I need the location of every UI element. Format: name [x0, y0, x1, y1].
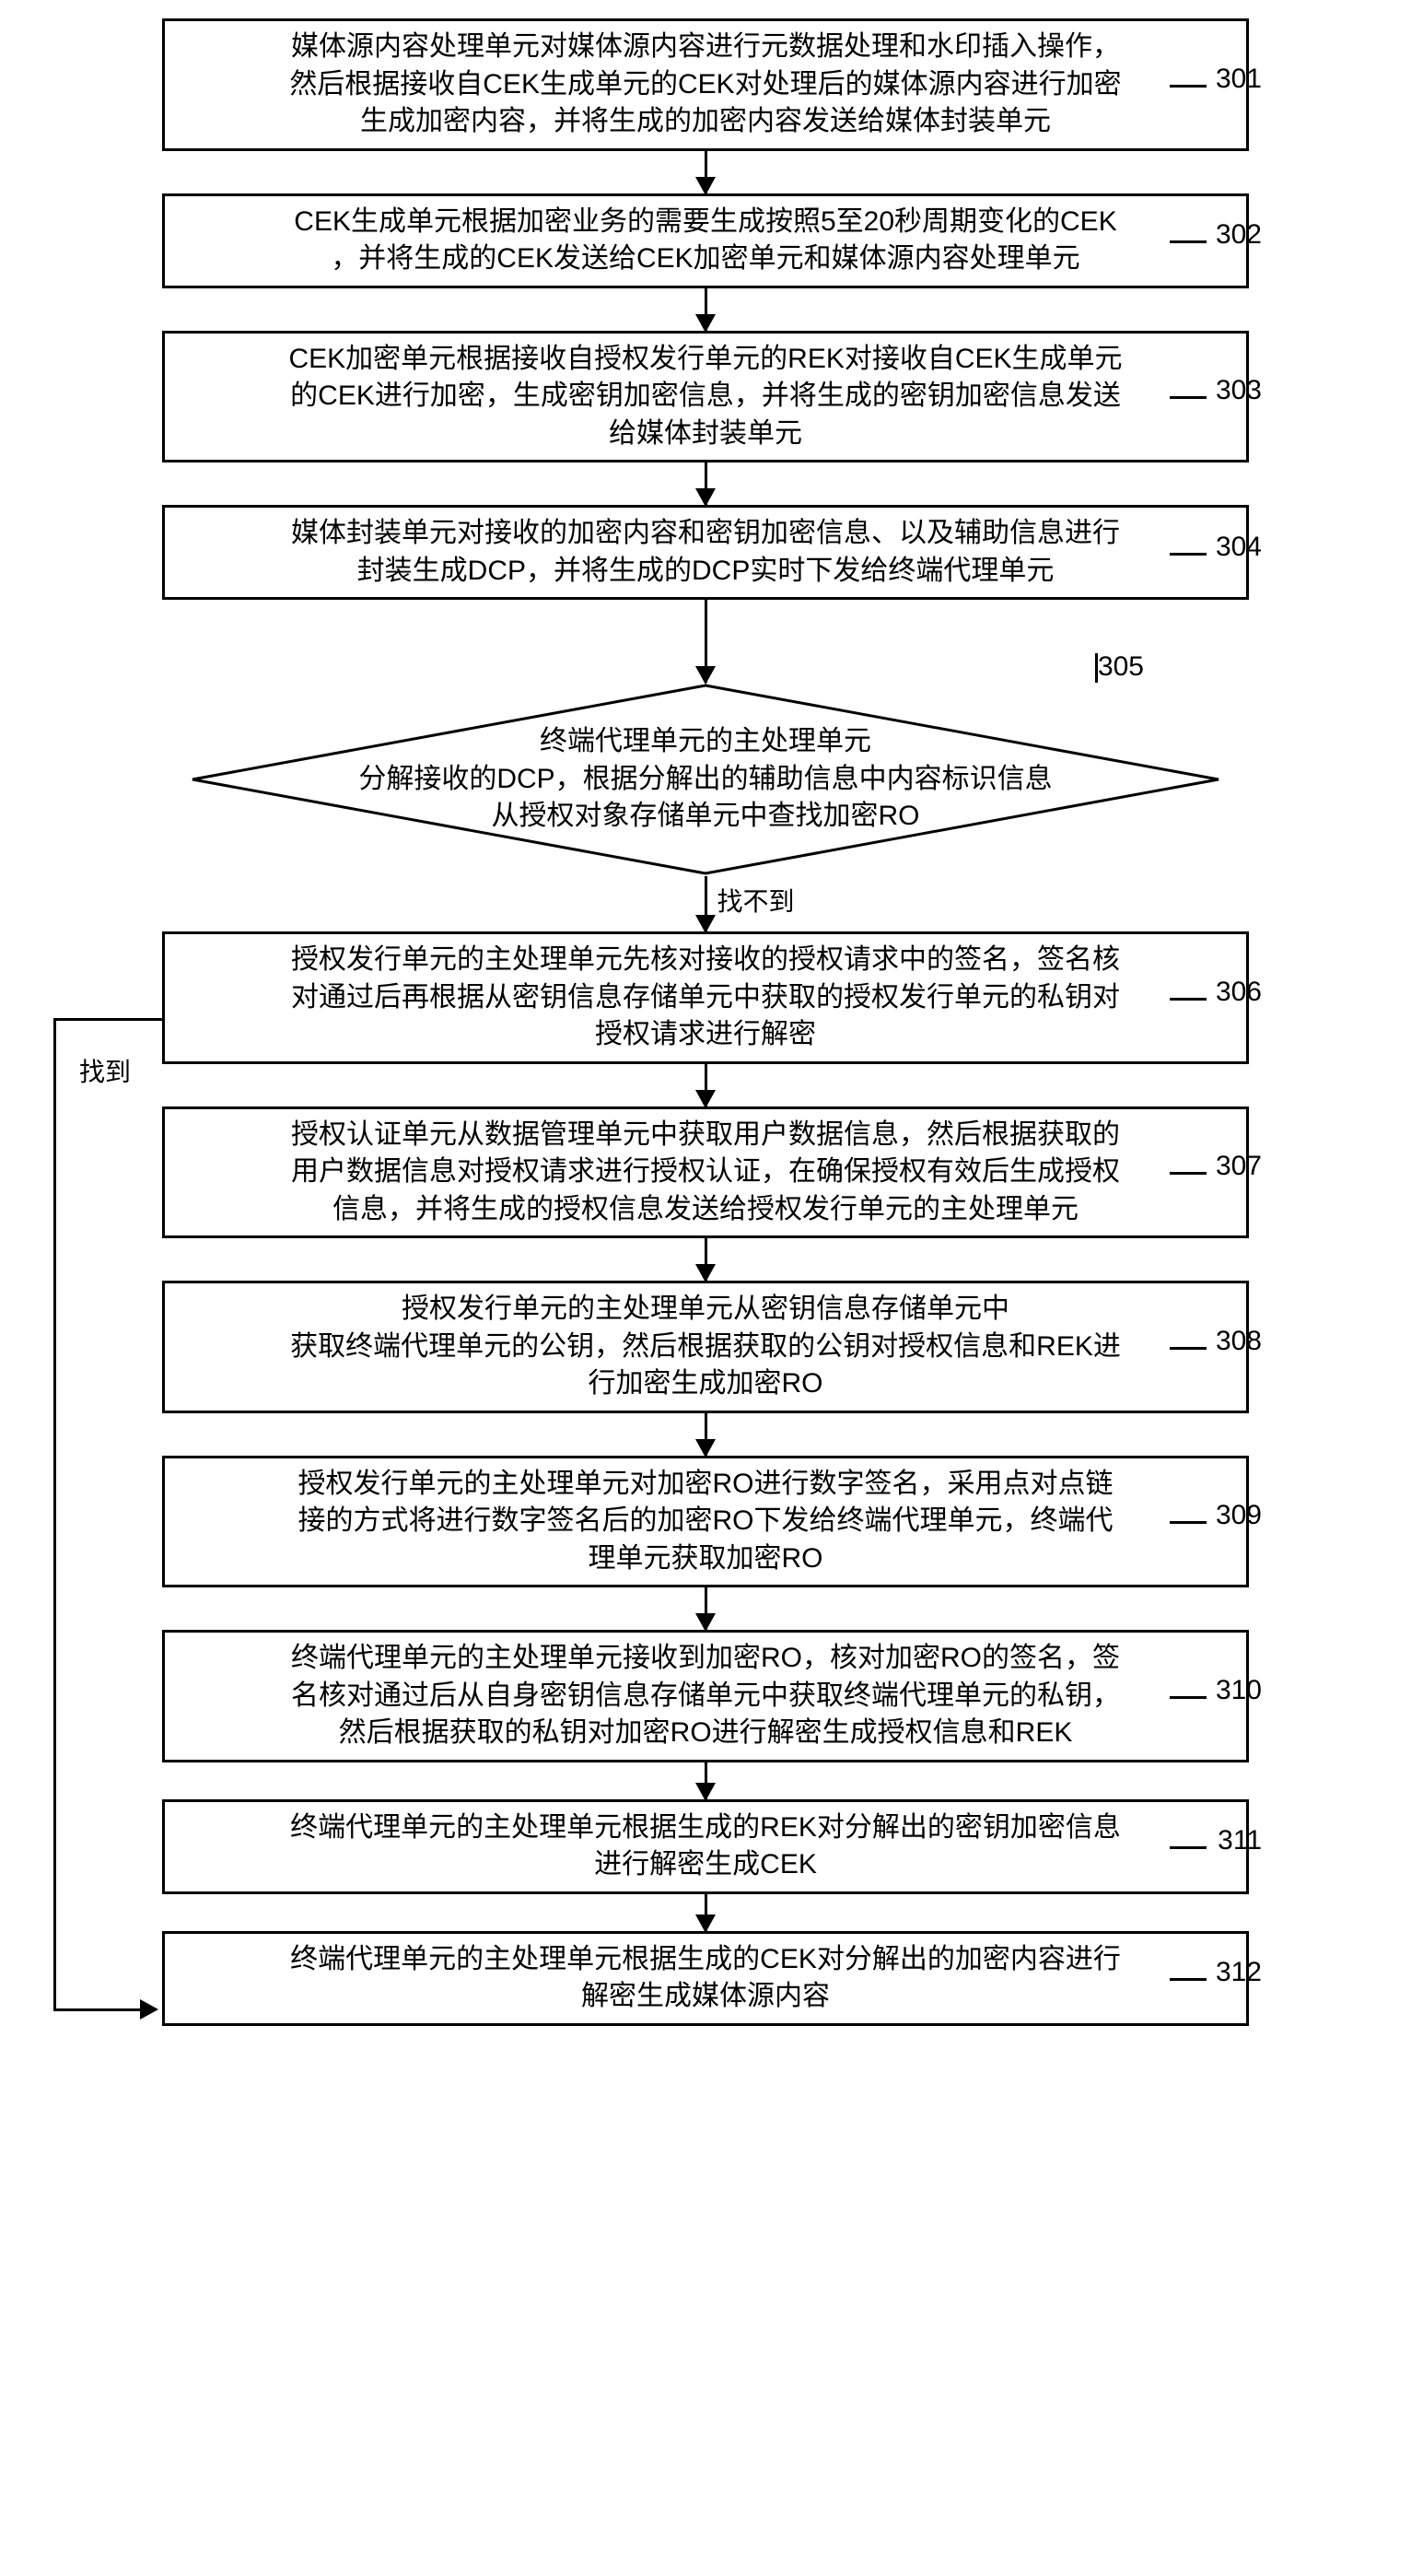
flowchart: 媒体源内容处理单元对媒体源内容进行元数据处理和水印插入操作， 然后根据接收自CE…	[0, 18, 1411, 2026]
step-310-label: 310	[1216, 1675, 1262, 1706]
step-303-label: 303	[1216, 375, 1262, 406]
step-312-line2: 解密生成媒体源内容	[581, 1978, 830, 2016]
step-304-row: 媒体封装单元对接收的加密内容和密钥加密信息、以及辅助信息进行 封装生成DCP，并…	[0, 505, 1411, 600]
branch-notfound-label: 找不到	[717, 882, 795, 919]
step-307-box: 授权认证单元从数据管理单元中获取用户数据信息，然后根据获取的 用户数据信息对授权…	[162, 1107, 1249, 1239]
step-309-line1: 授权发行单元的主处理单元对加密RO进行数字签名，采用点对点链	[298, 1466, 1114, 1504]
step-312-label: 312	[1216, 1957, 1262, 1988]
arrow-309-310	[705, 1587, 707, 1630]
step-306-label: 306	[1216, 977, 1262, 1008]
step-303-tick	[1170, 396, 1207, 399]
arrow-308-309	[705, 1413, 707, 1456]
step-312-box: 终端代理单元的主处理单元根据生成的CEK对分解出的加密内容进行 解密生成媒体源内…	[162, 1931, 1249, 2026]
step-306-line3: 授权请求进行解密	[595, 1016, 816, 1054]
step-305-line2: 分解接收的DCP，根据分解出的辅助信息中内容标识信息	[358, 761, 1052, 799]
step-303-row: CEK加密单元根据接收自授权发行单元的REK对接收自CEK生成单元 的CEK进行…	[0, 331, 1411, 463]
step-308-row: 授权发行单元的主处理单元从密钥信息存储单元中 获取终端代理单元的公钥，然后根据获…	[0, 1281, 1411, 1413]
step-305-diamond: 终端代理单元的主处理单元 分解接收的DCP，根据分解出的辅助信息中内容标识信息 …	[190, 683, 1221, 876]
step-304-label: 304	[1216, 532, 1262, 563]
step-311-tick	[1170, 1846, 1207, 1849]
step-311-row: 终端代理单元的主处理单元根据生成的REK对分解出的密钥加密信息 进行解密生成CE…	[0, 1799, 1411, 1894]
step-305-line3: 从授权对象存储单元中查找加密RO	[358, 798, 1052, 836]
step-301-tick	[1170, 85, 1207, 88]
step-302-box: CEK生成单元根据加密业务的需要生成按照5至20秒周期变化的CEK ，并将生成的…	[162, 193, 1249, 288]
step-310-row: 终端代理单元的主处理单元接收到加密RO，核对加密RO的签名，签 名核对通过后从自…	[0, 1630, 1411, 1762]
step-303-line2: 的CEK进行加密，生成密钥加密信息，并将生成的密钥加密信息发送	[290, 378, 1121, 416]
step-305-label: 305	[1098, 651, 1144, 683]
step-306-row: 授权发行单元的主处理单元先核对接收的授权请求中的签名，签名核 对通过后再根据从密…	[0, 931, 1411, 1064]
arrow-306-307	[705, 1064, 707, 1107]
step-304-tick	[1170, 553, 1207, 556]
arrow-305-306: 找不到	[705, 876, 707, 931]
step-310-tick	[1170, 1696, 1207, 1699]
step-305-text: 终端代理单元的主处理单元 分解接收的DCP，根据分解出的辅助信息中内容标识信息 …	[358, 723, 1052, 836]
step-311-line1: 终端代理单元的主处理单元根据生成的REK对分解出的密钥加密信息	[290, 1809, 1121, 1847]
step-308-line2: 获取终端代理单元的公钥，然后根据获取的公钥对授权信息和REK进	[290, 1329, 1121, 1366]
step-309-label: 309	[1216, 1500, 1262, 1531]
step-308-box: 授权发行单元的主处理单元从密钥信息存储单元中 获取终端代理单元的公钥，然后根据获…	[162, 1281, 1249, 1413]
arrow-304-305	[705, 600, 707, 683]
step-301-line1: 媒体源内容处理单元对媒体源内容进行元数据处理和水印插入操作，	[291, 29, 1120, 66]
arrow-302-303	[705, 288, 707, 331]
step-302-line2: ，并将生成的CEK发送给CEK加密单元和媒体源内容处理单元	[331, 240, 1079, 278]
step-302-row: CEK生成单元根据加密业务的需要生成按照5至20秒周期变化的CEK ，并将生成的…	[0, 193, 1411, 288]
step-305-tick	[1095, 653, 1098, 683]
step-303-line1: CEK加密单元根据接收自授权发行单元的REK对接收自CEK生成单元	[288, 341, 1122, 379]
step-310-line3: 然后根据获取的私钥对加密RO进行解密生成授权信息和REK	[339, 1715, 1073, 1752]
arrow-311-312	[705, 1894, 707, 1931]
step-306-line1: 授权发行单元的主处理单元先核对接收的授权请求中的签名，签名核	[291, 942, 1120, 979]
step-304-line1: 媒体封装单元对接收的加密内容和密钥加密信息、以及辅助信息进行	[291, 515, 1120, 553]
step-308-tick	[1170, 1347, 1207, 1350]
step-307-line3: 信息，并将生成的授权信息发送给授权发行单元的主处理单元	[332, 1191, 1079, 1229]
step-306-box: 授权发行单元的主处理单元先核对接收的授权请求中的签名，签名核 对通过后再根据从密…	[162, 931, 1249, 1064]
step-311-box: 终端代理单元的主处理单元根据生成的REK对分解出的密钥加密信息 进行解密生成CE…	[162, 1799, 1249, 1894]
step-307-row: 授权认证单元从数据管理单元中获取用户数据信息，然后根据获取的 用户数据信息对授权…	[0, 1107, 1411, 1239]
step-306-tick	[1170, 998, 1207, 1001]
step-312-row: 终端代理单元的主处理单元根据生成的CEK对分解出的加密内容进行 解密生成媒体源内…	[0, 1931, 1411, 2026]
step-301-box: 媒体源内容处理单元对媒体源内容进行元数据处理和水印插入操作， 然后根据接收自CE…	[162, 18, 1249, 151]
step-307-line1: 授权认证单元从数据管理单元中获取用户数据信息，然后根据获取的	[291, 1117, 1120, 1154]
step-310-line2: 名核对通过后从自身密钥信息存储单元中获取终端代理单元的私钥，	[291, 1678, 1120, 1715]
step-307-label: 307	[1216, 1151, 1262, 1182]
step-307-tick	[1170, 1172, 1207, 1175]
step-309-line2: 接的方式将进行数字签名后的加密RO下发给终端代理单元，终端代	[298, 1503, 1114, 1540]
step-302-line1: CEK生成单元根据加密业务的需要生成按照5至20秒周期变化的CEK	[294, 204, 1116, 241]
arrow-310-311	[705, 1762, 707, 1799]
step-302-label: 302	[1216, 219, 1262, 251]
step-309-line3: 理单元获取加密RO	[589, 1540, 823, 1578]
step-310-line1: 终端代理单元的主处理单元接收到加密RO，核对加密RO的签名，签	[291, 1640, 1120, 1678]
step-303-line3: 给媒体封装单元	[609, 416, 802, 453]
step-301-line3: 生成加密内容，并将生成的加密内容发送给媒体封装单元	[360, 103, 1051, 141]
step-307-line2: 用户数据信息对授权请求进行授权认证，在确保授权有效后生成授权	[291, 1153, 1120, 1191]
step-301-line2: 然后根据接收自CEK生成单元的CEK对处理后的媒体源内容进行加密	[289, 66, 1121, 104]
arrow-303-304	[705, 463, 707, 505]
step-309-row: 授权发行单元的主处理单元对加密RO进行数字签名，采用点对点链 接的方式将进行数字…	[0, 1456, 1411, 1588]
step-304-line2: 封装生成DCP，并将生成的DCP实时下发给终端代理单元	[357, 553, 1055, 591]
step-311-line2: 进行解密生成CEK	[594, 1846, 817, 1884]
step-301-row: 媒体源内容处理单元对媒体源内容进行元数据处理和水印插入操作， 然后根据接收自CE…	[0, 18, 1411, 151]
step-308-label: 308	[1216, 1326, 1262, 1357]
step-312-tick	[1170, 1978, 1207, 1981]
step-305-row: 终端代理单元的主处理单元 分解接收的DCP，根据分解出的辅助信息中内容标识信息 …	[0, 683, 1411, 876]
step-308-line1: 授权发行单元的主处理单元从密钥信息存储单元中	[402, 1291, 1009, 1329]
arrow-301-302	[705, 151, 707, 193]
step-302-tick	[1170, 240, 1207, 243]
step-308-line3: 行加密生成加密RO	[589, 1365, 823, 1403]
step-305-line1: 终端代理单元的主处理单元	[358, 723, 1052, 761]
step-311-label: 311	[1218, 1825, 1262, 1856]
step-309-tick	[1170, 1521, 1207, 1524]
step-304-box: 媒体封装单元对接收的加密内容和密钥加密信息、以及辅助信息进行 封装生成DCP，并…	[162, 505, 1249, 600]
step-310-box: 终端代理单元的主处理单元接收到加密RO，核对加密RO的签名，签 名核对通过后从自…	[162, 1630, 1249, 1762]
step-303-box: CEK加密单元根据接收自授权发行单元的REK对接收自CEK生成单元 的CEK进行…	[162, 331, 1249, 463]
arrow-307-308	[705, 1238, 707, 1281]
step-312-line1: 终端代理单元的主处理单元根据生成的CEK对分解出的加密内容进行	[290, 1941, 1121, 1979]
step-306-line2: 对通过后再根据从密钥信息存储单元中获取的授权发行单元的私钥对	[291, 979, 1120, 1017]
step-309-box: 授权发行单元的主处理单元对加密RO进行数字签名，采用点对点链 接的方式将进行数字…	[162, 1456, 1249, 1588]
step-301-label: 301	[1216, 64, 1262, 95]
